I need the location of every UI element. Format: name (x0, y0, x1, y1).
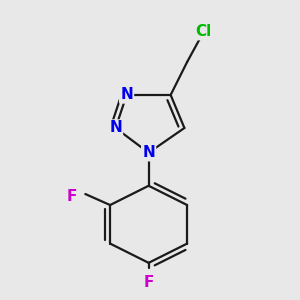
Text: Cl: Cl (196, 24, 212, 39)
Text: N: N (109, 121, 122, 136)
Text: F: F (66, 189, 77, 204)
Text: N: N (142, 145, 155, 160)
Text: N: N (120, 88, 133, 103)
Text: F: F (143, 274, 154, 290)
